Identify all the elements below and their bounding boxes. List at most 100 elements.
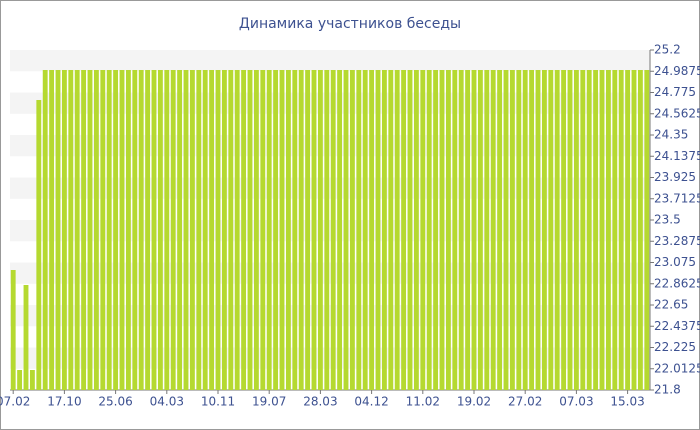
bar [36, 100, 42, 390]
bar [593, 70, 599, 390]
bar [241, 70, 247, 390]
bar [55, 70, 61, 390]
bar [266, 70, 272, 390]
bar [343, 70, 349, 390]
bar [189, 70, 195, 390]
bar [644, 70, 650, 390]
x-tick-label: 28.03 [303, 395, 337, 409]
bar [170, 70, 176, 390]
bar [196, 70, 202, 390]
bar [10, 270, 16, 390]
bar [548, 70, 554, 390]
bar [413, 70, 419, 390]
y-tick-label: 21.8 [654, 383, 681, 397]
bar [541, 70, 547, 390]
chart-title: Динамика участников беседы [239, 16, 461, 32]
bar [426, 70, 432, 390]
bar [522, 70, 528, 390]
bar [420, 70, 426, 390]
x-tick-label: 07.02 [0, 395, 30, 409]
y-tick-label: 24.1375 [654, 149, 700, 163]
bar [247, 70, 253, 390]
bar [349, 70, 355, 390]
x-tick-label: 07.03 [559, 395, 593, 409]
y-tick-label: 24.35 [654, 128, 688, 142]
bar [145, 70, 151, 390]
bar [516, 70, 522, 390]
y-tick-label: 23.075 [654, 255, 696, 269]
grid-band [10, 305, 650, 327]
bar [292, 70, 298, 390]
bar [490, 70, 496, 390]
bar [631, 70, 637, 390]
x-tick-label: 11.02 [406, 395, 440, 409]
y-tick-label: 24.9875 [654, 64, 700, 78]
bar [317, 70, 323, 390]
grid-band [10, 50, 650, 72]
bar [433, 70, 439, 390]
bar [561, 70, 567, 390]
x-tick-label: 17.10 [47, 395, 81, 409]
grid-band [10, 135, 650, 157]
bar [324, 70, 330, 390]
x-tick-label: 04.03 [150, 395, 184, 409]
bar [113, 70, 119, 390]
bar [407, 70, 413, 390]
grid-band [10, 177, 650, 199]
bar [535, 70, 541, 390]
bar [311, 70, 317, 390]
bar [618, 70, 624, 390]
bar [68, 70, 74, 390]
bar [138, 70, 144, 390]
bar [61, 70, 67, 390]
bar [573, 70, 579, 390]
bar [465, 70, 471, 390]
bar [381, 70, 387, 390]
bar [586, 70, 592, 390]
bar [215, 70, 221, 390]
bar [503, 70, 509, 390]
bar [298, 70, 304, 390]
bar [612, 70, 618, 390]
y-tick-label: 22.225 [654, 340, 696, 354]
y-tick-label: 23.925 [654, 170, 696, 184]
bar [87, 70, 93, 390]
bar [209, 70, 215, 390]
bar [439, 70, 445, 390]
bar [81, 70, 87, 390]
bar [93, 70, 99, 390]
bar [279, 70, 285, 390]
y-tick-label: 23.5 [654, 213, 681, 227]
bar [567, 70, 573, 390]
bar [458, 70, 464, 390]
bar [369, 70, 375, 390]
bar [125, 70, 131, 390]
bar [132, 70, 138, 390]
bar [625, 70, 631, 390]
x-tick-label: 04.12 [354, 395, 388, 409]
bar [509, 70, 515, 390]
bar [637, 70, 643, 390]
bar [362, 70, 368, 390]
bar [285, 70, 291, 390]
x-tick-label: 19.07 [252, 395, 286, 409]
bar [445, 70, 451, 390]
bar [554, 70, 560, 390]
y-tick-label: 24.775 [654, 85, 696, 99]
bar [74, 70, 80, 390]
bar [23, 285, 29, 390]
bar [401, 70, 407, 390]
bar [356, 70, 362, 390]
y-tick-label: 24.5625 [654, 106, 700, 120]
bar [529, 70, 535, 390]
bar [337, 70, 343, 390]
bar [497, 70, 503, 390]
bar [221, 70, 227, 390]
bar [49, 70, 55, 390]
bar [484, 70, 490, 390]
bar [234, 70, 240, 390]
y-tick-label: 25.2 [654, 43, 681, 57]
bar [253, 70, 259, 390]
bar [100, 70, 106, 390]
